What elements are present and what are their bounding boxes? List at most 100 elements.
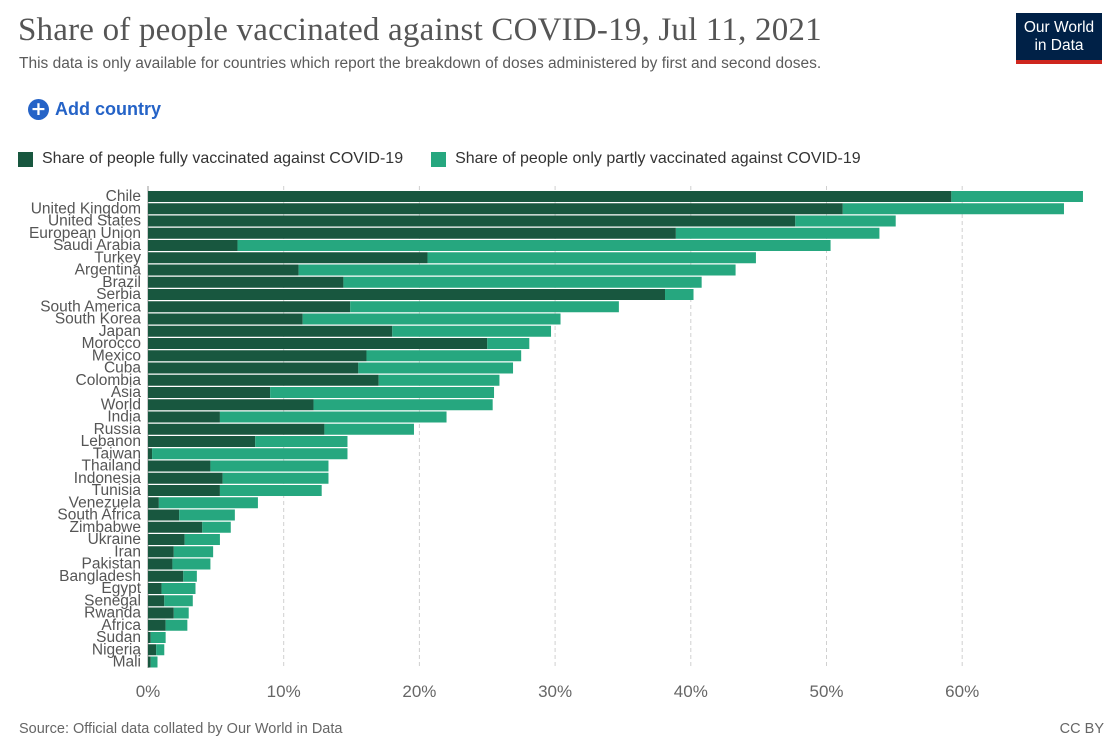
x-tick-label: 20% — [402, 682, 436, 701]
logo-line-1: Our World — [1023, 19, 1095, 36]
category-label: Senegal — [84, 592, 141, 609]
bar-partly — [427, 252, 756, 264]
bar-fully — [148, 607, 174, 619]
bar-partly — [366, 350, 522, 362]
bar-partly — [150, 632, 166, 643]
bar-fully — [148, 448, 153, 460]
category-label: Japan — [99, 323, 141, 340]
category-label: Mali — [113, 654, 141, 671]
bar-fully — [148, 460, 211, 472]
category-label: Nigeria — [92, 641, 141, 658]
category-label: Rwanda — [84, 605, 141, 622]
category-label: Morocco — [82, 335, 141, 352]
bar-fully — [148, 374, 379, 386]
category-label: Chile — [106, 188, 141, 205]
category-label: Serbia — [96, 286, 141, 303]
bar-partly — [219, 485, 322, 496]
category-label: Thailand — [82, 458, 141, 475]
category-label: United States — [48, 213, 141, 230]
bar-partly — [172, 558, 211, 570]
bar-partly — [165, 619, 188, 631]
bar-partly — [173, 546, 214, 558]
bar-partly — [842, 203, 1064, 215]
bar-partly — [795, 215, 896, 227]
category-label: European Union — [29, 225, 141, 242]
license-link[interactable]: CC BY — [1059, 721, 1104, 737]
bar-fully — [148, 583, 162, 594]
bar-fully — [148, 313, 303, 325]
bar-fully — [148, 485, 220, 496]
bar-fully — [148, 411, 220, 423]
bar-partly — [324, 423, 414, 435]
category-label: Asia — [111, 384, 142, 401]
bar-fully — [148, 534, 185, 545]
category-label: Tunisia — [92, 482, 142, 499]
category-label: Iran — [114, 543, 141, 560]
bar-fully — [148, 276, 344, 288]
bar-fully — [148, 595, 165, 607]
category-label: Bangladesh — [59, 568, 141, 585]
bar-partly — [237, 240, 831, 251]
bar-fully — [148, 252, 428, 264]
bar-fully — [148, 203, 843, 215]
add-country-label: Add country — [55, 99, 161, 119]
add-country-button[interactable]: + Add country — [28, 99, 161, 120]
bar-partly — [313, 399, 493, 411]
bar-fully — [148, 362, 359, 374]
category-label: United Kingdom — [31, 200, 141, 217]
category-label: Turkey — [94, 249, 141, 266]
bar-partly — [951, 191, 1083, 202]
legend-item-fully[interactable]: Share of people fully vaccinated against… — [18, 150, 403, 168]
bar-partly — [358, 362, 514, 374]
category-label: Africa — [101, 617, 141, 634]
category-label: Pakistan — [82, 556, 141, 573]
chart-subtitle: This data is only available for countrie… — [19, 55, 822, 72]
bar-fully — [148, 644, 157, 656]
category-label: South America — [40, 298, 141, 315]
bar-fully — [148, 570, 184, 582]
bar-partly — [210, 460, 329, 472]
bar-fully — [148, 227, 676, 239]
bar-partly — [202, 521, 231, 533]
category-label: Sudan — [96, 629, 141, 646]
category-label: Egypt — [101, 580, 141, 597]
bar-fully — [148, 191, 952, 202]
bar-fully — [148, 325, 393, 337]
bar-partly — [675, 227, 880, 239]
category-label: Taiwan — [93, 445, 141, 462]
bar-fully — [148, 472, 223, 484]
bar-partly — [222, 472, 329, 484]
bar-partly — [378, 374, 500, 386]
bar-fully — [148, 619, 166, 631]
bar-partly — [255, 436, 348, 447]
bar-partly — [156, 644, 165, 656]
bar-partly — [665, 289, 694, 300]
bar-partly — [487, 338, 530, 349]
category-label: South Africa — [57, 507, 141, 524]
category-label: Venezuela — [69, 494, 142, 511]
bar-partly — [183, 570, 197, 582]
x-tick-label: 50% — [809, 682, 843, 701]
bar-fully — [148, 436, 256, 447]
x-tick-label: 30% — [538, 682, 572, 701]
bar-partly — [158, 497, 258, 509]
owid-logo[interactable]: Our World in Data — [1016, 13, 1102, 64]
chart-title: Share of people vaccinated against COVID… — [18, 12, 822, 48]
bar-partly — [150, 656, 158, 668]
bar-fully — [148, 521, 203, 533]
legend-item-partly[interactable]: Share of people only partly vaccinated a… — [431, 150, 861, 168]
chart-legend: Share of people fully vaccinated against… — [18, 150, 889, 168]
bar-fully — [148, 301, 351, 313]
bar-fully — [148, 215, 796, 227]
bar-fully — [148, 423, 325, 435]
bar-fully — [148, 497, 159, 509]
bar-partly — [219, 411, 447, 423]
category-label: Zimbabwe — [70, 519, 142, 536]
bar-partly — [164, 595, 193, 607]
category-label: India — [107, 409, 141, 426]
bar-fully — [148, 656, 151, 668]
category-label: Brazil — [102, 274, 141, 291]
category-label: Russia — [94, 421, 142, 438]
bar-fully — [148, 558, 173, 570]
bar-fully — [148, 350, 367, 362]
